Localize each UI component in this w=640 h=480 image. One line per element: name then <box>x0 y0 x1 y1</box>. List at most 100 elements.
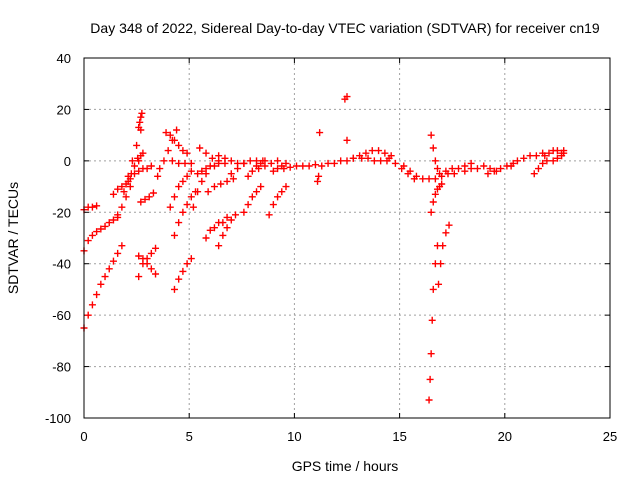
series-arc-am <box>400 162 433 183</box>
data-point <box>265 211 273 219</box>
data-point <box>530 170 538 178</box>
data-point <box>194 188 202 196</box>
series-arc-af <box>280 161 319 173</box>
data-point <box>187 255 195 263</box>
data-point <box>210 224 218 232</box>
data-point <box>179 267 187 275</box>
data-point <box>135 252 143 260</box>
data-point <box>314 177 322 185</box>
data-point <box>198 167 206 175</box>
series-arc-n <box>162 129 191 157</box>
data-point <box>428 316 436 324</box>
data-point <box>257 159 265 167</box>
series-arc-g <box>135 109 146 131</box>
data-point <box>293 162 301 170</box>
data-point <box>179 177 187 185</box>
axis-ticks: 0 5 10 15 20 25 40 20 0 -20 -40 -60 -80 -100 <box>45 51 617 444</box>
data-point <box>425 175 433 183</box>
data-point <box>143 255 151 263</box>
data-point <box>381 149 389 157</box>
data-point <box>269 167 277 175</box>
data-point <box>426 375 434 383</box>
data-point <box>175 141 183 149</box>
x-tick-label: 25 <box>603 429 617 444</box>
data-point <box>534 165 542 173</box>
data-point <box>187 159 195 167</box>
data-point <box>450 170 458 178</box>
data-point <box>202 165 210 173</box>
series-arc-w <box>215 211 239 250</box>
series-arc-as <box>442 159 475 175</box>
y-tick-label: -40 <box>52 257 71 272</box>
data-point <box>135 273 143 281</box>
data-points <box>80 93 568 404</box>
series-arc-y <box>215 152 248 167</box>
data-point <box>429 285 437 293</box>
data-point <box>461 167 469 175</box>
series-arc-ag <box>314 129 324 185</box>
data-point <box>137 113 145 121</box>
data-point <box>97 280 105 288</box>
y-tick-label: -60 <box>52 308 71 323</box>
data-point <box>553 154 561 162</box>
data-point <box>164 147 172 155</box>
data-point <box>316 129 324 137</box>
y-tick-label: 20 <box>57 102 71 117</box>
data-point <box>204 188 212 196</box>
data-point <box>244 172 252 180</box>
data-point <box>282 183 290 191</box>
data-point <box>375 147 383 155</box>
series-arc-r <box>168 157 195 167</box>
data-point <box>269 201 277 209</box>
data-point <box>337 157 345 165</box>
data-point <box>170 231 178 239</box>
data-point <box>128 157 136 165</box>
series-arc-ad <box>265 183 290 219</box>
data-point <box>101 222 109 230</box>
series-arc-k <box>137 189 157 206</box>
data-point <box>274 157 282 165</box>
data-point <box>560 149 568 157</box>
data-point <box>553 147 561 155</box>
data-point <box>255 165 263 173</box>
data-point <box>168 157 176 165</box>
data-point <box>154 172 162 180</box>
data-point <box>435 280 443 288</box>
data-point <box>274 165 282 173</box>
data-point <box>196 144 204 152</box>
series-arc-h <box>124 149 147 185</box>
data-point <box>431 157 439 165</box>
grid-lines <box>84 58 610 418</box>
data-point <box>183 260 191 268</box>
data-point <box>143 165 151 173</box>
series-arc-av <box>507 149 547 170</box>
data-point <box>210 183 218 191</box>
data-point <box>400 162 408 170</box>
data-point <box>118 203 126 211</box>
data-point <box>473 165 481 173</box>
data-point <box>145 193 153 201</box>
data-point <box>429 144 437 152</box>
data-point <box>156 165 164 173</box>
data-point <box>202 149 210 157</box>
data-point <box>280 165 288 173</box>
data-point <box>497 165 505 173</box>
data-point <box>532 152 540 160</box>
series-arc-ac <box>255 157 282 173</box>
data-point <box>219 219 227 227</box>
data-point <box>439 242 447 250</box>
data-point <box>246 157 254 165</box>
data-point <box>358 154 366 162</box>
series-arc-aa <box>240 183 265 216</box>
data-point <box>139 260 147 268</box>
data-point <box>88 203 96 211</box>
data-point <box>109 190 117 198</box>
series-arc-al <box>385 154 418 183</box>
series-arc-aw <box>530 157 551 178</box>
data-point <box>429 198 437 206</box>
series-arc-t <box>194 159 223 178</box>
data-point <box>486 165 494 173</box>
data-point <box>406 167 414 175</box>
data-point <box>202 234 210 242</box>
